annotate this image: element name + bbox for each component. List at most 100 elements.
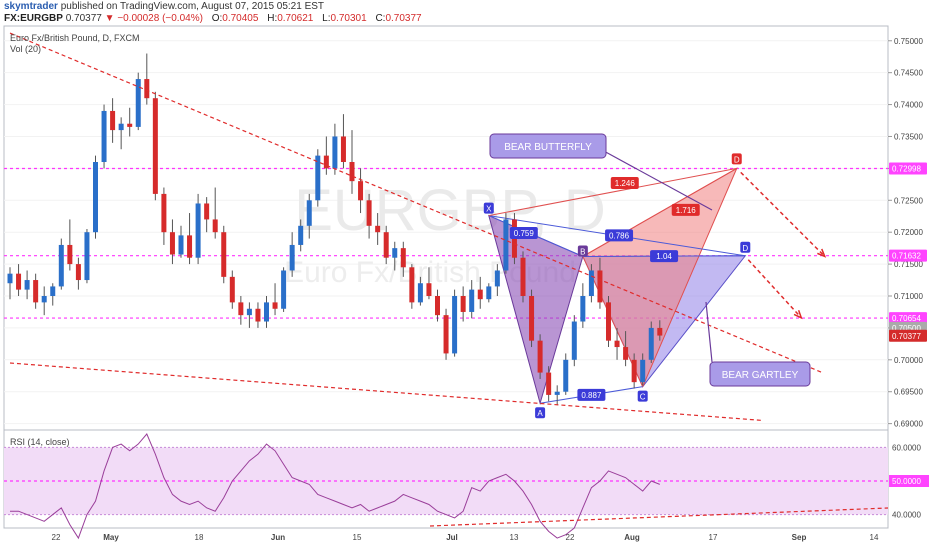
candle-body	[332, 136, 338, 169]
rsi-tag-box	[889, 475, 929, 487]
gartley-projection-arrow	[747, 259, 802, 319]
candle-body	[255, 308, 261, 322]
candle-body	[537, 340, 543, 373]
rsi-tick-label: 40.0000	[892, 511, 921, 520]
candle-body	[375, 225, 381, 233]
symbol-label[interactable]: FX:EURGBP	[4, 13, 63, 24]
candle-body	[409, 267, 415, 303]
candle-body	[392, 248, 398, 258]
candle-body	[606, 302, 611, 341]
pattern-point-badge	[483, 202, 494, 214]
price-axis[interactable]: 0.750000.745000.740000.735000.730000.725…	[888, 37, 927, 429]
candle-body	[400, 248, 406, 268]
ratio-label: 0.887	[581, 391, 602, 400]
candle-body	[597, 270, 603, 303]
candle-body	[306, 200, 312, 226]
candle-body	[417, 283, 423, 303]
candle-body	[246, 308, 252, 316]
candle-body	[588, 270, 594, 296]
candle-body	[435, 296, 440, 316]
candle-body	[84, 232, 90, 281]
rsi-band	[4, 447, 888, 515]
candle-body	[426, 283, 432, 296]
candle-body	[264, 302, 269, 322]
butterfly-xd-line	[488, 167, 737, 217]
candle-body	[452, 296, 458, 354]
ratio-label: 1.246	[615, 179, 636, 188]
price-tag-label: 0.70500	[892, 324, 921, 333]
pattern-point-label: C	[640, 393, 646, 402]
pattern-point-badge	[535, 407, 546, 419]
high-value: 0.70621	[277, 13, 314, 24]
price-tag-label: 0.72998	[892, 165, 921, 174]
close-value: 0.70377	[385, 13, 422, 24]
time-tick-label: 18	[195, 533, 204, 542]
time-tick-label: Aug	[624, 533, 640, 542]
candle-body	[272, 302, 278, 309]
candle-body	[58, 244, 64, 287]
volume-label: Vol (20)	[10, 44, 41, 54]
candle-body	[101, 110, 107, 162]
time-tick-label: 15	[353, 533, 362, 542]
candle-body	[144, 79, 150, 99]
pattern-point-label: D	[734, 155, 740, 164]
candle-body	[358, 181, 364, 201]
candle-body	[24, 280, 30, 290]
gartley-projection-arrow-head	[793, 310, 803, 320]
gartley-callout-box	[709, 361, 811, 387]
time-tick-label: Jul	[446, 533, 458, 542]
time-tick-label: Sep	[792, 533, 807, 542]
publish-line: skymtrader published on TradingView.com,…	[4, 1, 324, 12]
publish-text: published on TradingView.com, August 07,…	[60, 1, 325, 12]
rsi-tick-label: 60.0000	[892, 443, 921, 452]
ratio-label: 1.04	[656, 252, 672, 261]
ratio-badge	[577, 388, 606, 401]
candle-body	[460, 296, 466, 312]
candle-body	[529, 296, 535, 341]
gartley-callout-line	[705, 301, 713, 363]
candle-body	[169, 232, 175, 255]
last-price: 0.70377	[65, 13, 102, 24]
candle-body	[494, 270, 500, 287]
candle-body	[229, 276, 235, 303]
candle-body	[554, 391, 560, 395]
pattern-point-label: B	[580, 247, 585, 256]
price-tick-label: 0.69500	[894, 388, 923, 397]
time-tick-label: May	[103, 533, 119, 542]
author-link[interactable]: skymtrader	[4, 1, 58, 12]
rsi-tick-label: 50.0000	[892, 477, 921, 486]
price-tick-label: 0.71000	[894, 292, 923, 301]
pattern-point-label: X	[486, 205, 492, 214]
candle-body	[110, 110, 116, 131]
time-tick-label: 22	[566, 533, 575, 542]
butterfly-bd-line	[582, 167, 737, 257]
candle-body	[477, 289, 483, 300]
high-label: H:	[267, 13, 278, 24]
candle-body	[41, 296, 47, 303]
gartley-callout-label: BEAR GARTLEY	[722, 370, 799, 381]
price-tag-box	[889, 162, 927, 175]
rsi-trendline	[429, 507, 889, 527]
candle-body	[323, 155, 329, 169]
time-tick-label: Jun	[271, 533, 285, 542]
candle-body	[443, 315, 449, 354]
pattern-point-label: D	[742, 244, 748, 253]
candle-body	[614, 340, 620, 348]
candle-body	[631, 359, 637, 383]
candle-body	[152, 98, 158, 194]
pattern-point-badge	[740, 241, 751, 253]
time-axis[interactable]: 22 May 18 Jun 15 Jul 13 22 Aug 17 Sep 14	[52, 533, 879, 542]
candle-body	[289, 244, 295, 271]
candle-body	[75, 264, 81, 281]
candle-body	[212, 219, 218, 233]
candle-body	[571, 321, 577, 360]
candle-body	[281, 270, 287, 309]
time-tick-label: 13	[510, 533, 519, 542]
price-tick-label: 0.73500	[894, 132, 923, 141]
price-tag-box	[889, 312, 927, 325]
candle-body	[161, 193, 167, 233]
ratio-badge	[650, 250, 679, 263]
price-tag-box	[889, 329, 927, 342]
candle-body	[135, 79, 141, 127]
